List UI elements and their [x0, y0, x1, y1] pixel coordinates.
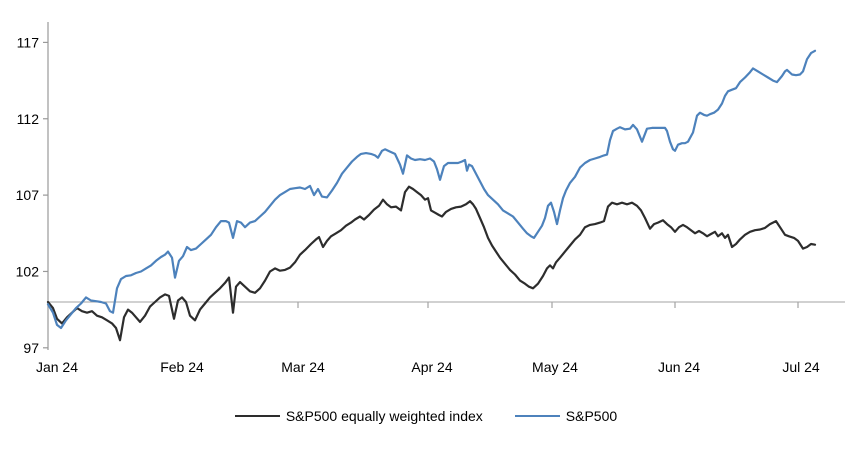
series-line-sp500	[46, 49, 817, 330]
series-line-equal-weighted	[46, 185, 817, 342]
legend-item-equal-weighted: S&P500 equally weighted index	[234, 408, 483, 424]
x-tick-label: Jul 24	[782, 359, 820, 375]
y-tick-label: 112	[17, 111, 40, 127]
legend-line-swatch-equal-weighted	[234, 415, 280, 417]
legend-line-swatch-sp500	[514, 415, 560, 417]
legend-label-equal-weighted: S&P500 equally weighted index	[285, 408, 483, 424]
chart-legend: S&P500 equally weighted index S&P500	[0, 408, 852, 424]
y-tick-label: 102	[16, 263, 40, 279]
legend-item-sp500: S&P500	[514, 408, 618, 424]
legend-label-sp500: S&P500	[565, 408, 618, 424]
y-tick-label: 97	[23, 340, 39, 356]
x-tick-label: May 24	[532, 359, 578, 375]
x-tick-label: Feb 24	[160, 359, 204, 375]
y-tick-label: 117	[17, 34, 40, 50]
x-tick-label: Mar 24	[281, 359, 325, 375]
x-tick-label: Jun 24	[658, 359, 700, 375]
x-tick-label: Jan 24	[36, 359, 78, 375]
x-tick-label: Apr 24	[411, 359, 452, 375]
y-tick-label: 107	[16, 187, 40, 203]
